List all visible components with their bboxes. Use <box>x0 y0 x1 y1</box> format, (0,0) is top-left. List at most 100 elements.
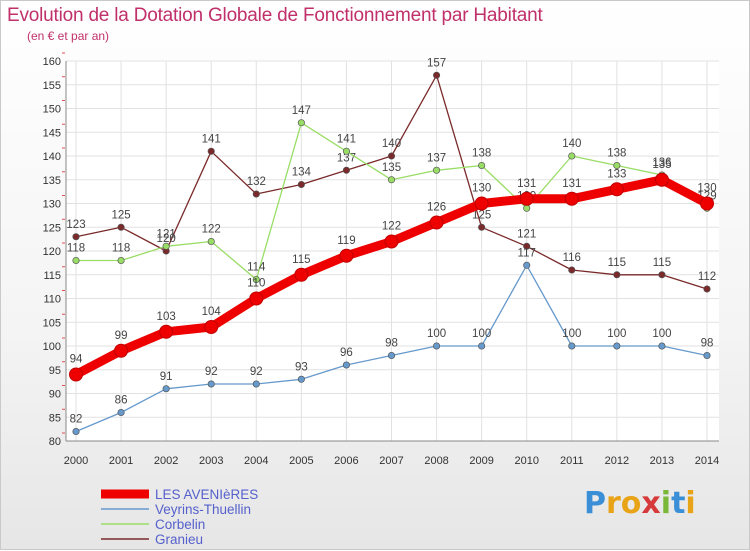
data-point <box>703 351 711 360</box>
data-label: 118 <box>112 243 130 255</box>
data-label: 126 <box>427 202 446 214</box>
data-label: 100 <box>472 328 491 340</box>
logo-letter: P <box>584 486 606 521</box>
y-tick-label: 120 <box>43 246 61 258</box>
data-label: 131 <box>562 178 581 190</box>
data-label: 147 <box>292 105 311 117</box>
data-point <box>72 256 80 265</box>
y-tick-label: 160 <box>43 56 61 68</box>
y-tick-label: 80 <box>49 436 61 448</box>
data-label: 92 <box>205 366 218 378</box>
data-point <box>613 342 621 350</box>
data-label: 100 <box>427 328 446 340</box>
data-point <box>162 385 170 393</box>
data-label: 96 <box>340 347 353 359</box>
data-point <box>523 261 531 269</box>
legend-label: Veyrins-Thuellin <box>155 502 251 517</box>
data-point <box>384 234 399 249</box>
data-point <box>294 267 309 282</box>
data-point <box>613 271 621 279</box>
data-label: 140 <box>562 138 581 150</box>
data-label: 100 <box>652 328 671 340</box>
data-label: 92 <box>250 366 263 378</box>
data-point <box>69 367 83 382</box>
data-label: 116 <box>563 252 581 264</box>
x-tick-label: 2003 <box>199 455 223 467</box>
data-label: 123 <box>66 219 85 231</box>
data-point <box>207 380 215 388</box>
logo-letter: x <box>641 486 661 521</box>
data-point <box>159 324 174 339</box>
data-label: 157 <box>427 57 446 69</box>
data-label: 134 <box>292 167 312 179</box>
logo-letter: i <box>685 486 696 521</box>
data-point <box>564 191 579 206</box>
data-point <box>523 204 531 212</box>
data-label: 130 <box>697 183 716 195</box>
data-label: 125 <box>111 209 130 221</box>
data-point <box>519 191 534 206</box>
y-tick-label: 95 <box>49 365 61 377</box>
data-label: 130 <box>472 183 491 195</box>
data-point <box>478 342 486 350</box>
y-tick-label: 115 <box>43 270 61 282</box>
logo-letter: i <box>660 486 672 521</box>
data-label: 104 <box>202 306 222 318</box>
data-point <box>72 427 80 436</box>
data-label: 121 <box>157 228 176 240</box>
x-tick-label: 2011 <box>560 455 584 467</box>
data-label: 122 <box>202 224 221 236</box>
data-label: 110 <box>247 278 265 290</box>
y-tick-label: 105 <box>43 317 61 329</box>
y-tick-label: 130 <box>43 199 61 211</box>
y-tick-label: 100 <box>43 341 61 353</box>
data-point <box>654 172 669 187</box>
x-tick-label: 2007 <box>379 455 403 467</box>
data-label: 137 <box>427 152 446 164</box>
data-point <box>162 242 170 250</box>
x-tick-label: 2006 <box>334 455 358 467</box>
x-tick-label: 2009 <box>469 455 493 467</box>
data-point <box>207 237 215 246</box>
data-point <box>703 285 711 293</box>
data-label: 135 <box>382 162 401 174</box>
chart-subtitle: (en € et par an) <box>27 29 110 43</box>
legend-label: LES AVENIèRES <box>155 487 258 502</box>
data-label: 94 <box>70 354 83 366</box>
data-label: 137 <box>337 152 356 164</box>
x-tick-label: 2010 <box>514 455 538 467</box>
data-label: 98 <box>385 338 398 350</box>
x-tick-label: 2001 <box>109 455 133 467</box>
data-label: 138 <box>472 148 491 160</box>
x-tick-label: 2004 <box>244 455 268 467</box>
data-point <box>568 342 576 350</box>
data-point <box>249 291 264 306</box>
data-point <box>658 271 666 279</box>
data-point <box>342 361 350 369</box>
data-label: 114 <box>247 262 266 274</box>
data-label: 141 <box>337 133 356 145</box>
data-point <box>433 342 441 350</box>
x-tick-label: 2005 <box>289 455 313 467</box>
y-tick-label: 125 <box>43 222 61 234</box>
data-point <box>297 180 305 189</box>
data-point <box>117 256 125 265</box>
data-point <box>252 275 260 284</box>
data-point <box>429 215 444 230</box>
data-point <box>342 166 350 174</box>
y-tick-label: 90 <box>49 389 61 401</box>
data-point <box>568 266 576 274</box>
proxiti-logo: Proxiti <box>584 486 696 521</box>
data-point <box>117 223 125 231</box>
data-label: 135 <box>652 159 671 171</box>
data-label: 112 <box>698 271 716 283</box>
data-label: 115 <box>653 257 671 269</box>
y-tick-label: 140 <box>43 151 61 163</box>
data-label: 98 <box>701 338 714 350</box>
x-tick-label: 2013 <box>650 455 674 467</box>
y-tick-label: 150 <box>43 104 61 116</box>
data-point <box>72 233 80 241</box>
legend-label: Granieu <box>155 532 203 547</box>
